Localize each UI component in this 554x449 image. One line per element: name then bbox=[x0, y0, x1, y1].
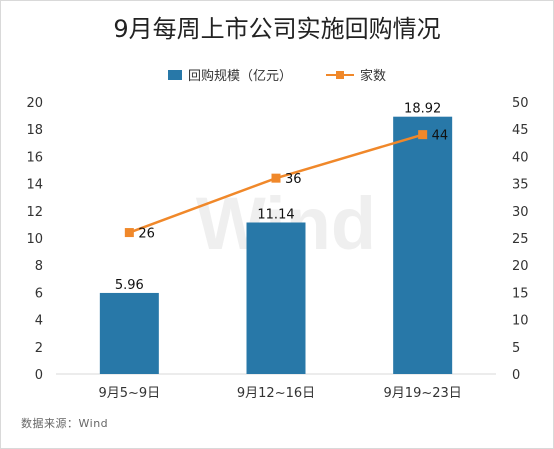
line-data-label: 44 bbox=[432, 129, 449, 144]
legend-item-bar: 回购规模（亿元） bbox=[167, 65, 292, 84]
y-right-tick-label: 15 bbox=[512, 286, 529, 301]
y-right-tick-label: 40 bbox=[512, 150, 529, 165]
y-left-tick-label: 0 bbox=[35, 368, 43, 383]
legend-bar-label: 回购规模（亿元） bbox=[187, 69, 292, 84]
legend-line-swatch bbox=[326, 70, 354, 80]
y-left-tick-label: 6 bbox=[35, 286, 43, 301]
y-right-tick-label: 20 bbox=[512, 259, 529, 274]
bar-data-label: 18.92 bbox=[404, 102, 441, 117]
y-right-tick-label: 45 bbox=[512, 123, 529, 138]
bar bbox=[246, 222, 306, 374]
x-tick-label: 9月12~16日 bbox=[237, 386, 315, 401]
y-right-tick-label: 5 bbox=[512, 341, 520, 356]
y-left-tick-label: 4 bbox=[35, 314, 43, 329]
line-data-label: 26 bbox=[138, 227, 155, 242]
y-left-tick-label: 2 bbox=[35, 341, 43, 356]
y-left-tick-label: 8 bbox=[35, 259, 43, 274]
y-left-tick-label: 16 bbox=[26, 150, 43, 165]
bar-data-label: 11.14 bbox=[257, 207, 294, 222]
y-right-tick-label: 30 bbox=[512, 205, 529, 220]
line-point bbox=[124, 228, 134, 238]
y-left-tick-label: 10 bbox=[26, 232, 43, 247]
bar bbox=[99, 292, 159, 374]
line-point bbox=[418, 130, 428, 140]
y-right-tick-label: 0 bbox=[512, 368, 520, 383]
y-right-tick-label: 35 bbox=[512, 178, 529, 193]
y-right-tick-label: 25 bbox=[512, 232, 529, 247]
x-tick-label: 9月19~23日 bbox=[384, 386, 462, 401]
bar-data-label: 5.96 bbox=[115, 278, 144, 293]
y-left-tick-label: 14 bbox=[26, 178, 43, 193]
y-left-tick-label: 18 bbox=[26, 123, 43, 138]
chart-title: 9月每周上市公司实施回购情况 bbox=[113, 15, 441, 43]
x-tick-label: 9月5~9日 bbox=[98, 386, 160, 401]
bar bbox=[393, 116, 453, 375]
y-left-tick-label: 20 bbox=[26, 96, 43, 111]
legend-item-line: 家数 bbox=[326, 65, 386, 84]
line-point bbox=[271, 173, 281, 183]
y-right-tick-label: 50 bbox=[512, 96, 529, 111]
line-data-label: 36 bbox=[285, 172, 302, 187]
legend: 回购规模（亿元） 家数 bbox=[1, 65, 553, 84]
y-left-tick-label: 12 bbox=[26, 205, 43, 220]
legend-bar-swatch bbox=[167, 69, 182, 80]
source-note: 数据来源：Wind bbox=[21, 417, 109, 430]
y-right-tick-label: 10 bbox=[512, 314, 529, 329]
legend-line-label: 家数 bbox=[360, 69, 387, 84]
